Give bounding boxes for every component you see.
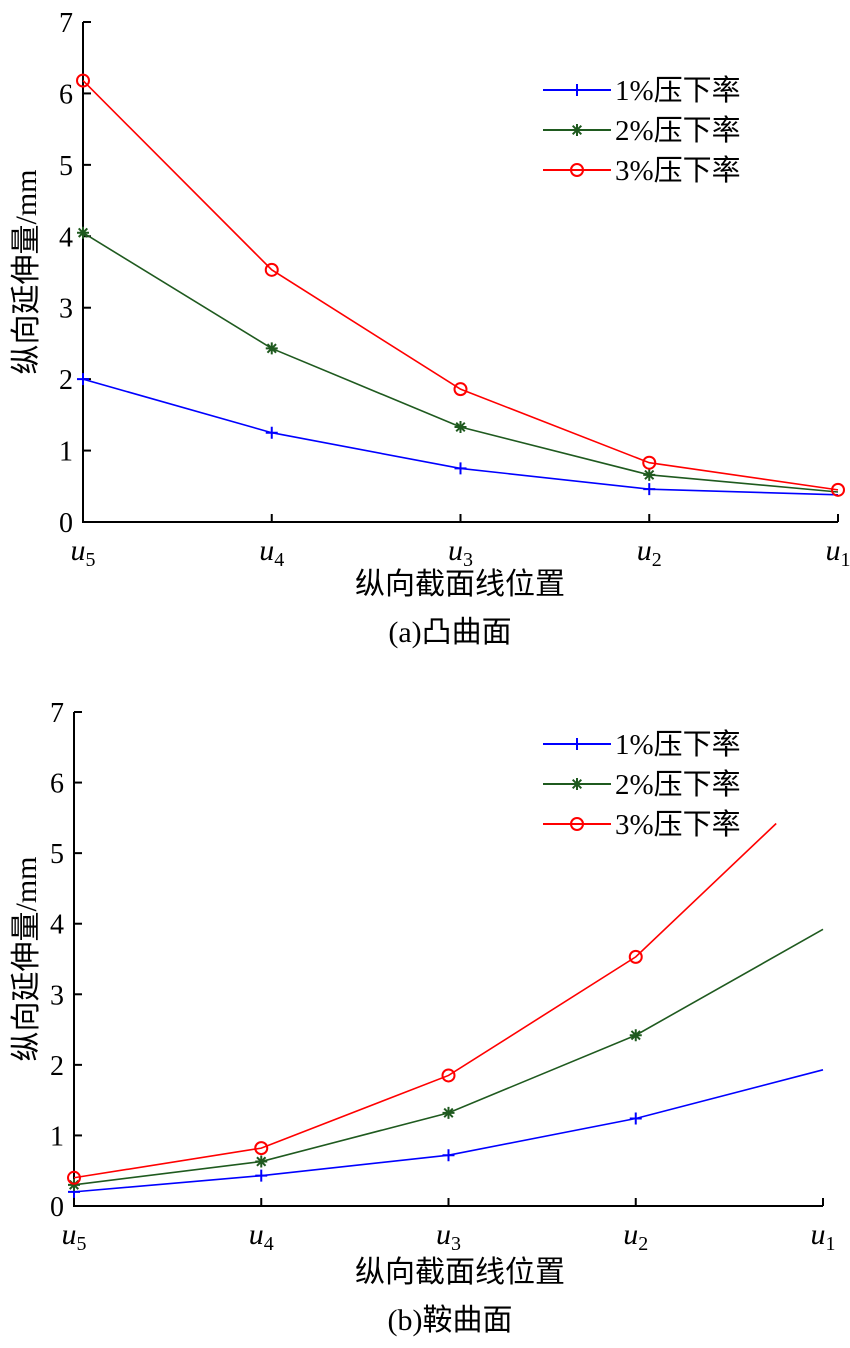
y-tick-label: 3 — [59, 294, 73, 325]
legend-marker — [570, 163, 584, 177]
figure-caption: (b)鞍曲面 — [388, 1304, 513, 1337]
x-tick-label: u4 — [249, 1218, 274, 1255]
legend-item-1: 1%压下率 — [543, 74, 741, 107]
x-tick-label: u4 — [259, 534, 284, 571]
data-point — [77, 373, 89, 386]
x-tick-label: u1 — [811, 1218, 836, 1255]
y-axis-title: 纵向延伸量/mm — [10, 856, 43, 1061]
y-tick-label: 6 — [59, 79, 73, 110]
data-point — [628, 949, 643, 964]
series-line — [82, 232, 839, 493]
y-tick-label: 4 — [50, 910, 64, 941]
chart-saddle-surface: 0 1 2 3 4 5 6 7 u5 u4 u3 u2 u1 1%压下率 2%压下率 3%压下率纵向延伸量/m… — [10, 698, 836, 1337]
x-tick-label: u3 — [436, 1218, 461, 1255]
data-point — [643, 483, 656, 496]
series-line — [73, 928, 824, 1186]
data-point — [442, 1106, 455, 1119]
data-point — [255, 1169, 268, 1182]
data-point — [265, 342, 278, 355]
x-tick-label: u5 — [62, 1218, 87, 1255]
legend-label: 3%压下率 — [615, 808, 741, 841]
series-1 — [77, 373, 839, 496]
y-tick-label: 5 — [50, 839, 64, 870]
data-point — [68, 1178, 80, 1191]
series-line — [82, 80, 839, 491]
legend-item-1: 1%压下率 — [543, 728, 741, 761]
x-tick-label: u2 — [637, 534, 662, 571]
legend-label: 1%压下率 — [615, 74, 741, 107]
legend-marker — [571, 84, 583, 96]
data-point — [254, 1141, 269, 1156]
data-point — [67, 1170, 81, 1185]
y-tick-label: 7 — [50, 698, 64, 729]
data-point — [454, 462, 467, 475]
series-2 — [77, 226, 839, 493]
legend-label: 1%压下率 — [615, 728, 741, 761]
data-point — [265, 426, 278, 439]
data-point — [629, 1112, 642, 1125]
legend-marker — [571, 778, 583, 790]
legend-label: 2%压下率 — [615, 768, 741, 801]
x-tick-label: u2 — [623, 1218, 648, 1255]
series-2 — [68, 928, 824, 1191]
y-tick-label: 1 — [59, 437, 73, 468]
data-point — [441, 1068, 456, 1083]
legend-item-2: 2%压下率 — [543, 114, 741, 147]
data-point — [629, 1029, 642, 1042]
legend-marker — [571, 738, 583, 750]
figure-caption: (a)凸曲面 — [388, 616, 511, 649]
data-point — [77, 226, 89, 239]
x-tick-label: u5 — [71, 534, 96, 571]
chart-convex-surface: 0 1 2 3 4 5 6 7 u5 u4 u3 u2 u1 1%压下率 2%压下率 3%压下率 纵向延伸量/m… — [10, 8, 850, 649]
data-point — [76, 73, 90, 88]
data-point — [264, 262, 279, 277]
series-line — [82, 378, 839, 496]
y-tick-label: 5 — [59, 151, 73, 182]
x-tick-label: u3 — [448, 534, 473, 571]
series-1 — [68, 1069, 824, 1198]
legend-label: 2%压下率 — [615, 114, 741, 147]
y-tick-label: 7 — [59, 8, 73, 39]
data-point — [642, 455, 657, 470]
chart-panel-b: 0 1 2 3 4 5 6 7 u5 u4 u3 u2 u1 1%压下率 2%压下率 3%压下率纵向延伸量/m… — [0, 674, 850, 1348]
data-point — [831, 482, 845, 497]
x-tick-label: u1 — [826, 534, 850, 571]
series-line — [73, 822, 777, 1179]
series-3 — [67, 822, 777, 1185]
data-point — [255, 1155, 268, 1168]
y-tick-label: 6 — [50, 769, 64, 800]
legend-item-3: 3%压下率 — [543, 808, 741, 841]
chart-panel-a: 0 1 2 3 4 5 6 7 u5 u4 u3 u2 u1 1%压下率 2%压下率 3%压下率 纵向延伸量/m… — [10, 8, 850, 649]
y-axis-title: 纵向延伸量/mm — [10, 169, 43, 374]
data-point — [454, 421, 467, 433]
legend-item-3: 3%压下率 — [543, 154, 741, 187]
y-tick-label: 0 — [59, 508, 73, 539]
legend-marker — [570, 817, 584, 831]
legend-label: 3%压下率 — [615, 154, 741, 187]
series-3 — [76, 73, 845, 497]
y-tick-label: 0 — [50, 1192, 64, 1223]
y-tick-label: 1 — [50, 1121, 64, 1152]
y-tick-label: 3 — [50, 980, 64, 1011]
series-line — [73, 1069, 824, 1193]
data-point — [453, 382, 468, 397]
x-axis-title: 纵向截面线位置 — [355, 568, 565, 601]
y-tick-label: 4 — [59, 222, 73, 253]
legend-marker — [571, 124, 583, 136]
y-tick-label: 2 — [59, 365, 73, 396]
legend-item-2: 2%压下率 — [543, 768, 741, 801]
y-tick-label: 2 — [50, 1051, 64, 1082]
data-point — [643, 468, 656, 481]
data-point — [442, 1149, 455, 1162]
x-axis-title: 纵向截面线位置 — [355, 1256, 565, 1289]
